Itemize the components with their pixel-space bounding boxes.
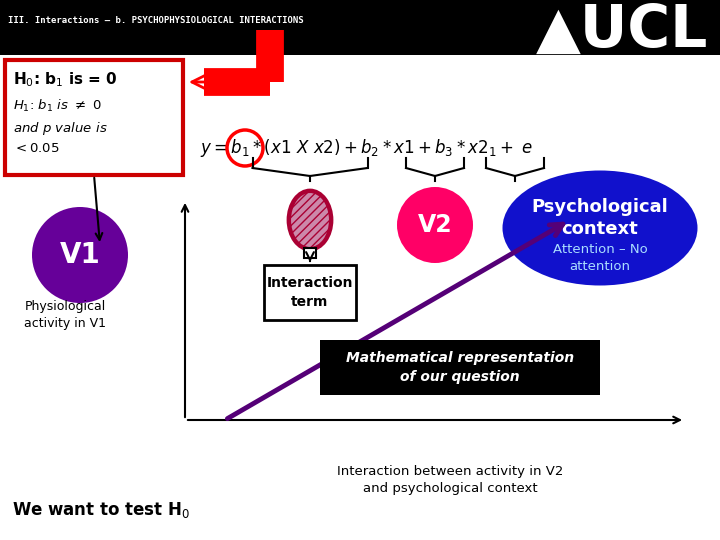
Circle shape	[32, 207, 128, 303]
Bar	[264, 265, 356, 320]
Text: V1: V1	[60, 241, 100, 269]
Text: $H_1$: $b_1$ $\it{is}$ $\neq$ 0
$\it{and\ p\ value\ is}$
$\it{< 0.05}$: $H_1$: $b_1$ $\it{is}$ $\neq$ 0 $\it{and…	[13, 98, 108, 155]
Bar	[0, 0, 720, 55]
Text: Physiological
activity in V1: Physiological activity in V1	[24, 300, 106, 330]
Ellipse shape	[290, 192, 330, 248]
Text: Psychological
context: Psychological context	[531, 198, 668, 238]
Bar	[5, 60, 183, 175]
Text: III. Interactions – b. PSYCHOPHYSIOLOGICAL INTERACTIONS: III. Interactions – b. PSYCHOPHYSIOLOGIC…	[8, 16, 304, 25]
Text: Attention – No
attention: Attention – No attention	[553, 243, 647, 273]
Text: V2: V2	[418, 213, 452, 237]
Text: Interaction between activity in V2
and psychological context: Interaction between activity in V2 and p…	[337, 465, 563, 495]
Bar	[304, 248, 316, 258]
Text: We want to test H$_0$: We want to test H$_0$	[12, 500, 190, 520]
Text: $y = b_1*(x1\ X\ x2) + b_2*x1 + b_3*x2_1+\ e$: $y = b_1*(x1\ X\ x2) + b_2*x1 + b_3*x2_1…	[200, 137, 534, 159]
Bar	[320, 340, 600, 395]
Text: Interaction
term: Interaction term	[266, 276, 354, 309]
Ellipse shape	[288, 190, 332, 250]
Text: Mathematical representation
of our question: Mathematical representation of our quest…	[346, 352, 574, 384]
Ellipse shape	[503, 171, 698, 286]
Text: H$_0$: b$_1$ is = 0: H$_0$: b$_1$ is = 0	[13, 70, 118, 89]
Text: ▲UCL: ▲UCL	[536, 2, 708, 59]
Circle shape	[397, 187, 473, 263]
